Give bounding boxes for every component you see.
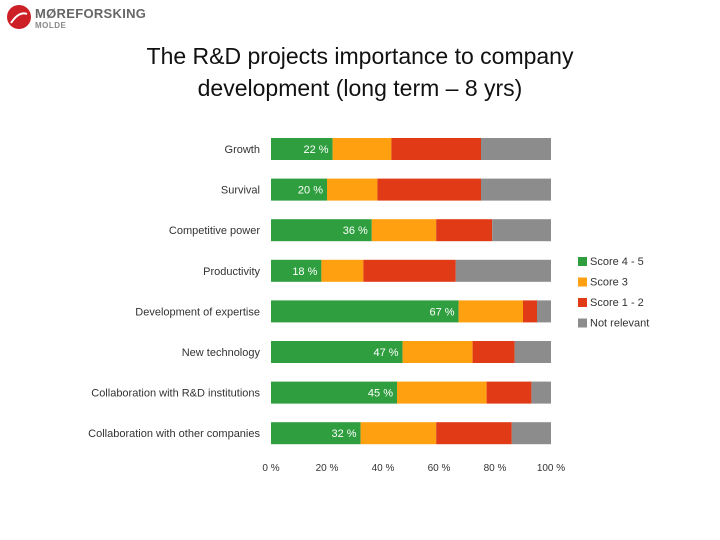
x-tick-label-100: 100 % — [537, 463, 565, 474]
category-label-collaboration-with-other-companies: Collaboration with other companies — [88, 428, 260, 440]
legend-swatch-score-4-5 — [578, 257, 587, 266]
title-line-1: The R&D projects importance to company — [146, 43, 574, 69]
legend-swatch-not-relevant — [578, 318, 587, 328]
bar-new-technology-not-relevant — [514, 341, 551, 363]
category-label-development-of-expertise: Development of expertise — [135, 306, 260, 318]
category-label-growth: Growth — [225, 144, 260, 156]
x-tick-label-80: 80 % — [484, 463, 507, 474]
x-tick-label-40: 40 % — [372, 463, 395, 474]
bar-productivity-not-relevant — [455, 259, 551, 282]
x-tick-label-60: 60 % — [428, 463, 451, 474]
data-label-productivity: 18 % — [292, 266, 317, 278]
bar-growth-not-relevant — [481, 138, 551, 160]
legend-label-score-1-2: Score 1 - 2 — [590, 297, 644, 309]
data-label-new-technology: 47 % — [374, 347, 399, 359]
bar-survival-score-4-5 — [271, 178, 327, 201]
bar-survival-score-1-2 — [377, 178, 481, 201]
data-label-collaboration-with-r-d-institutions: 45 % — [368, 388, 393, 400]
bar-productivity-score-4-5 — [271, 259, 322, 282]
bar-new-technology-score-3 — [402, 341, 473, 363]
bar-collaboration-with-r-d-institutions-score-3 — [397, 381, 487, 404]
logo-sub: MOLDE — [35, 21, 67, 30]
bar-collaboration-with-r-d-institutions-score-4-5 — [271, 381, 397, 404]
bar-growth-score-4-5 — [271, 138, 333, 160]
logo-mark-icon — [7, 5, 31, 29]
x-tick-label-0: 0 % — [262, 463, 279, 474]
bar-productivity-score-1-2 — [363, 259, 456, 282]
bar-survival-score-3 — [327, 178, 378, 201]
category-label-competitive-power: Competitive power — [169, 225, 260, 237]
bar-competitive-power-score-3 — [371, 219, 437, 242]
bar-competitive-power-score-1-2 — [436, 219, 493, 242]
bar-competitive-power-score-4-5 — [271, 219, 372, 242]
data-label-development-of-expertise: 67 % — [430, 306, 455, 318]
logo: MØREFORSKING MOLDE — [6, 4, 146, 30]
category-label-productivity: Productivity — [203, 266, 260, 278]
bar-survival-not-relevant — [481, 178, 551, 201]
bar-new-technology-score-4-5 — [271, 341, 403, 363]
bar-collaboration-with-r-d-institutions-not-relevant — [531, 381, 551, 404]
bar-collaboration-with-other-companies-score-3 — [360, 422, 437, 445]
logo-name: MØREFORSKING — [35, 6, 147, 21]
data-label-competitive-power: 36 % — [343, 225, 368, 237]
category-label-survival: Survival — [221, 185, 260, 197]
data-label-growth: 22 % — [304, 144, 329, 156]
slide-title: The R&D projects importance to company d… — [0, 40, 720, 104]
title-line-2: development (long term – 8 yrs) — [197, 75, 523, 101]
data-label-collaboration-with-other-companies: 32 % — [332, 428, 357, 440]
bar-collaboration-with-other-companies-score-4-5 — [271, 422, 361, 445]
x-tick-label-20: 20 % — [316, 463, 339, 474]
data-label-survival: 20 % — [298, 185, 323, 197]
bar-new-technology-score-1-2 — [472, 341, 515, 363]
bar-development-of-expertise-not-relevant — [537, 300, 551, 323]
legend-label-score-4-5: Score 4 - 5 — [590, 256, 644, 268]
bar-productivity-score-3 — [321, 259, 364, 282]
category-label-collaboration-with-r-d-institutions: Collaboration with R&D institutions — [91, 388, 260, 400]
bar-development-of-expertise-score-1-2 — [523, 300, 537, 323]
legend-label-score-3: Score 3 — [590, 277, 628, 289]
legend-swatch-score-1-2 — [578, 298, 587, 307]
bar-development-of-expertise-score-3 — [458, 300, 523, 323]
bar-collaboration-with-r-d-institutions-score-1-2 — [486, 381, 532, 404]
legend-swatch-score-3 — [578, 277, 587, 287]
bar-growth-score-3 — [332, 138, 392, 160]
bar-collaboration-with-other-companies-score-1-2 — [436, 422, 512, 445]
legend-label-not-relevant: Not relevant — [590, 318, 649, 330]
bar-development-of-expertise-score-4-5 — [271, 300, 459, 323]
category-label-new-technology: New technology — [182, 347, 261, 359]
bar-collaboration-with-other-companies-not-relevant — [511, 422, 551, 445]
bar-growth-score-1-2 — [391, 138, 481, 160]
bar-competitive-power-not-relevant — [492, 219, 551, 242]
